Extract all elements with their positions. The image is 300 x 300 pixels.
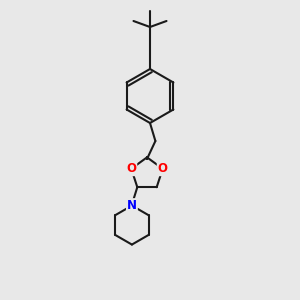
Text: O: O	[158, 162, 168, 175]
Text: O: O	[126, 162, 136, 175]
Text: N: N	[127, 199, 137, 212]
